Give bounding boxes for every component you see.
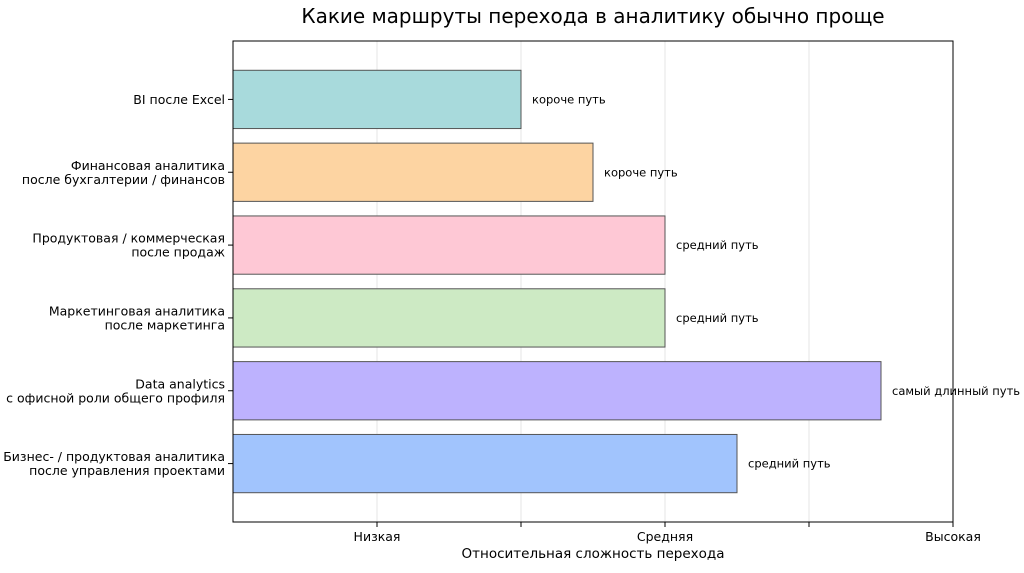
y-tick-label: Бизнес- / продуктовая аналитика после упр… bbox=[3, 449, 225, 478]
category-labels: BI после Excel Финансовая аналитика после … bbox=[3, 92, 233, 478]
bars: короче путь короче путь средний путь средни… bbox=[232, 69, 1020, 494]
x-axis: Низкая Средняя Высокая bbox=[354, 522, 981, 544]
y-tick-label: Маркетинговая аналитика после маркетинга bbox=[49, 303, 225, 332]
y-tick-label: Финансовая аналитика после бухгалтерии / … bbox=[22, 158, 225, 187]
x-tick-label: Низкая bbox=[354, 529, 401, 544]
x-tick-label: Высокая bbox=[925, 529, 981, 544]
bar-label: средний путь bbox=[676, 311, 759, 325]
bar bbox=[232, 69, 522, 130]
y-tick-label: Продуктовая / коммерческая после продаж bbox=[32, 231, 225, 260]
x-tick-label: Средняя bbox=[637, 529, 693, 544]
y-tick-label: BI после Excel bbox=[133, 92, 225, 107]
y-tick-label: Data analytics с офисной роли общего проф… bbox=[6, 376, 225, 405]
x-axis-title: Относительная сложность перехода bbox=[462, 546, 725, 562]
bar bbox=[232, 361, 882, 421]
chart-title: Какие маршруты перехода в аналитику обыч… bbox=[301, 4, 884, 28]
bar bbox=[232, 215, 666, 275]
bar-label: средний путь bbox=[676, 238, 759, 252]
bar bbox=[232, 433, 738, 494]
bar-label: самый длинный путь bbox=[892, 384, 1020, 398]
bar-label: короче путь bbox=[532, 92, 606, 106]
bar bbox=[232, 288, 666, 348]
bar-label: короче путь bbox=[604, 165, 678, 179]
bar bbox=[232, 142, 594, 202]
plot-frame bbox=[232, 40, 954, 523]
bar-label: средний путь bbox=[748, 457, 831, 471]
